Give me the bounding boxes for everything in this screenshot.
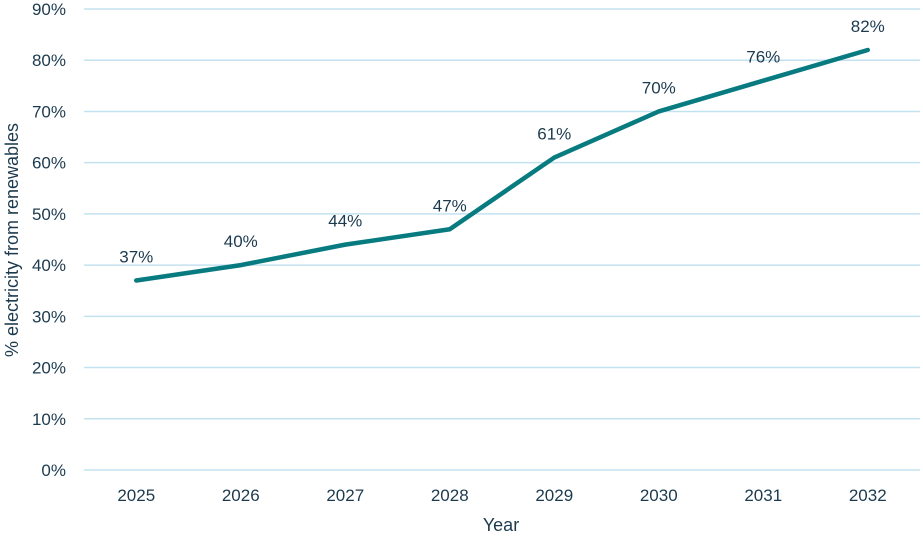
data-label: 37% (119, 247, 153, 266)
y-tick-label: 90% (32, 0, 66, 19)
x-tick-label: 2027 (326, 486, 364, 505)
data-labels: 37% 40% 44% 47% 61% 70% 76% 82% (119, 17, 885, 281)
data-label: 44% (328, 212, 362, 231)
x-tick-label: 2028 (431, 486, 469, 505)
x-axis-label: Year (483, 515, 519, 535)
y-tick-label: 10% (32, 410, 66, 429)
data-label: 82% (851, 17, 885, 36)
y-tick-label: 80% (32, 51, 66, 70)
y-tick-label: 70% (32, 102, 66, 121)
y-tick-label: 0% (41, 461, 66, 480)
y-axis-ticks: 0% 10% 20% 30% 40% 50% 60% 70% 80% 90% (32, 0, 66, 480)
y-tick-label: 40% (32, 256, 66, 275)
x-axis-ticks: 2025 2026 2027 2028 2029 2030 2031 2032 (117, 486, 886, 505)
x-tick-label: 2029 (535, 486, 573, 505)
x-tick-label: 2026 (222, 486, 260, 505)
data-label: 40% (224, 232, 258, 251)
y-tick-label: 30% (32, 307, 66, 326)
gridlines (84, 9, 920, 470)
x-tick-label: 2030 (640, 486, 678, 505)
data-label: 70% (642, 78, 676, 97)
data-label: 76% (746, 48, 780, 67)
x-tick-label: 2031 (744, 486, 782, 505)
y-tick-label: 50% (32, 205, 66, 224)
y-tick-label: 20% (32, 359, 66, 378)
y-tick-label: 60% (32, 154, 66, 173)
data-label: 47% (433, 196, 467, 215)
x-tick-label: 2025 (117, 486, 155, 505)
x-tick-label: 2032 (849, 486, 887, 505)
data-label: 61% (537, 125, 571, 144)
y-axis-label: % electricity from renewables (2, 123, 22, 357)
